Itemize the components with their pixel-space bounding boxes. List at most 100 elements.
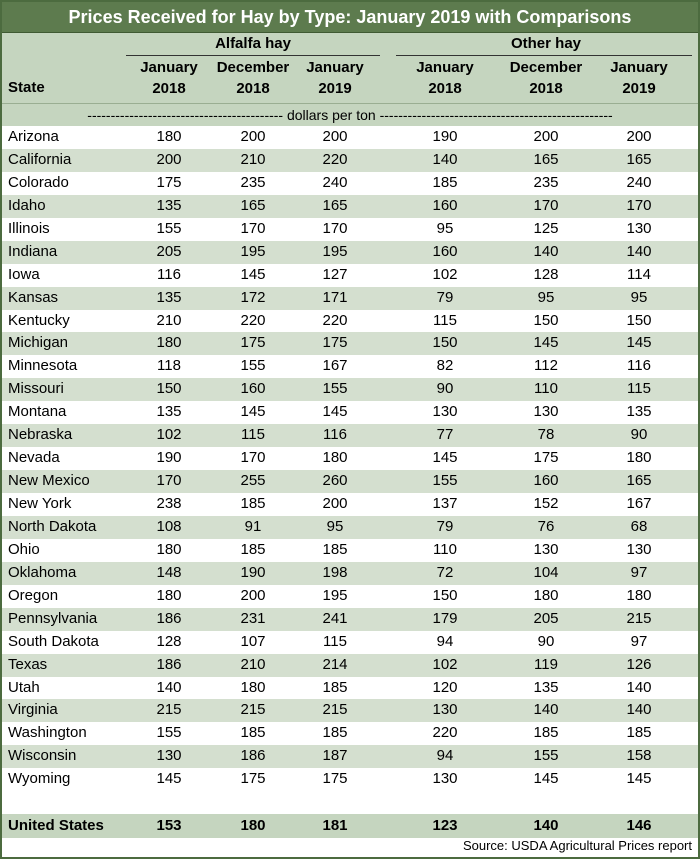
state-name: United States: [8, 817, 104, 835]
value-alfalfa-jan-2018: 140: [156, 678, 182, 696]
value-alfalfa-jan-2018: 150: [156, 380, 182, 398]
value-other-jan-2019: 158: [626, 747, 652, 765]
value-alfalfa-dec-2018: 190: [240, 563, 266, 581]
value-other-jan-2019: 126: [626, 655, 652, 673]
state-name: Idaho: [8, 196, 46, 214]
table-title: Prices Received for Hay by Type: January…: [2, 2, 698, 33]
value-alfalfa-jan-2019: 187: [322, 747, 348, 765]
value-alfalfa-jan-2018: 153: [156, 817, 182, 835]
value-alfalfa-dec-2018: 175: [240, 334, 266, 352]
value-alfalfa-jan-2018: 180: [156, 334, 182, 352]
value-other-jan-2018: 150: [432, 334, 458, 352]
value-alfalfa-jan-2018: 135: [156, 196, 182, 214]
value-other-jan-2019: 165: [626, 150, 652, 168]
table-row: South Dakota 128 107 115 94 90 97: [2, 630, 698, 654]
table-row: Minnesota 118 155 167 82 112 116: [2, 355, 698, 379]
value-other-dec-2018: 185: [533, 724, 559, 742]
value-other-dec-2018: 140: [533, 242, 559, 260]
value-other-dec-2018: 145: [533, 770, 559, 788]
table-row: Wyoming 145 175 175 130 145 145: [2, 768, 698, 792]
value-alfalfa-dec-2018: 145: [240, 265, 266, 283]
value-other-jan-2019: 130: [626, 540, 652, 558]
state-name: Texas: [8, 655, 48, 673]
state-name: Illinois: [8, 219, 50, 237]
table-row: Kansas 135 172 171 79 95 95: [2, 286, 698, 310]
value-alfalfa-jan-2019: 195: [322, 242, 348, 260]
value-alfalfa-dec-2018: 195: [240, 242, 266, 260]
value-alfalfa-jan-2018: 215: [156, 701, 182, 719]
value-alfalfa-dec-2018: 231: [240, 609, 266, 627]
value-other-jan-2019: 150: [626, 311, 652, 329]
col-head-alfalfa-dec-2018: December 2018: [216, 59, 290, 97]
value-other-jan-2018: 94: [436, 747, 454, 765]
value-alfalfa-jan-2019: 155: [322, 380, 348, 398]
value-other-dec-2018: 235: [533, 173, 559, 191]
value-alfalfa-jan-2019: 185: [322, 724, 348, 742]
table-row: Virginia 215 215 215 130 140 140: [2, 699, 698, 723]
value-other-jan-2018: 123: [432, 817, 458, 835]
value-alfalfa-jan-2019: 200: [322, 495, 348, 512]
value-other-jan-2018: 72: [436, 563, 454, 581]
state-name: Wyoming: [8, 770, 71, 788]
value-alfalfa-jan-2019: 116: [323, 426, 347, 444]
table-row: Idaho 135 165 165 160 170 170: [2, 194, 698, 218]
value-other-jan-2019: 145: [626, 334, 652, 352]
value-alfalfa-jan-2019: 214: [322, 655, 348, 673]
group-rule-other: [396, 55, 692, 56]
value-alfalfa-jan-2018: 135: [156, 288, 182, 306]
value-alfalfa-dec-2018: 210: [240, 655, 266, 673]
value-other-jan-2018: 140: [432, 150, 458, 168]
col-head-alfalfa-jan-2019: January 2019: [306, 59, 364, 97]
value-other-dec-2018: 130: [533, 403, 559, 421]
state-name: South Dakota: [8, 632, 99, 650]
value-other-jan-2019: 97: [630, 632, 648, 650]
value-other-jan-2019: 167: [626, 495, 652, 512]
value-alfalfa-dec-2018: 180: [240, 678, 266, 696]
value-alfalfa-jan-2018: 170: [156, 472, 182, 490]
value-alfalfa-jan-2019: 260: [322, 472, 348, 490]
value-other-dec-2018: 152: [533, 495, 559, 512]
value-other-jan-2018: 79: [436, 517, 454, 535]
value-other-jan-2018: 77: [436, 426, 454, 444]
value-other-jan-2018: 94: [436, 632, 454, 650]
value-alfalfa-jan-2019: 171: [322, 288, 348, 306]
value-alfalfa-jan-2018: 102: [156, 426, 182, 444]
state-name: Minnesota: [8, 357, 78, 375]
table-row: Texas 186 210 214 102 119 126: [2, 653, 698, 677]
value-other-jan-2018: 110: [433, 540, 457, 558]
table-row: Utah 140 180 185 120 135 140: [2, 676, 698, 700]
table-row: Wisconsin 130 186 187 94 155 158: [2, 745, 698, 769]
value-alfalfa-jan-2018: 190: [156, 449, 182, 467]
table-row: Iowa 116 145 127 102 128 114: [2, 263, 698, 287]
value-other-dec-2018: 145: [533, 334, 559, 352]
value-alfalfa-dec-2018: 185: [240, 495, 266, 512]
value-alfalfa-jan-2019: 115: [323, 632, 347, 650]
value-alfalfa-jan-2019: 215: [322, 701, 348, 719]
value-other-jan-2019: 146: [626, 817, 652, 835]
value-other-jan-2019: 95: [630, 288, 648, 306]
value-other-jan-2018: 185: [432, 173, 458, 191]
us-total-row: United States 153 180 181 123 140 146: [2, 814, 698, 839]
table-row: Oregon 180 200 195 150 180 180: [2, 584, 698, 608]
table-row: Montana 135 145 145 130 130 135: [2, 401, 698, 425]
state-name: Wisconsin: [8, 747, 77, 765]
value-alfalfa-dec-2018: 107: [240, 632, 266, 650]
value-other-jan-2019: 140: [626, 701, 652, 719]
state-name: Oklahoma: [8, 563, 77, 581]
value-other-jan-2018: 190: [432, 128, 458, 145]
value-other-jan-2018: 120: [432, 678, 458, 696]
value-other-jan-2018: 160: [432, 242, 458, 260]
value-alfalfa-dec-2018: 215: [240, 701, 266, 719]
col-head-other-dec-2018: December 2018: [509, 59, 583, 97]
value-other-jan-2018: 179: [432, 609, 458, 627]
value-alfalfa-dec-2018: 200: [240, 128, 266, 145]
value-alfalfa-jan-2018: 180: [156, 586, 182, 604]
value-alfalfa-jan-2019: 175: [322, 770, 348, 788]
value-alfalfa-dec-2018: 172: [240, 288, 266, 306]
table-row: North Dakota 108 91 95 79 76 68: [2, 515, 698, 539]
value-alfalfa-jan-2018: 155: [156, 724, 182, 742]
value-alfalfa-dec-2018: 91: [244, 517, 262, 535]
value-alfalfa-jan-2019: 145: [322, 403, 348, 421]
value-alfalfa-dec-2018: 170: [240, 449, 266, 467]
value-alfalfa-dec-2018: 255: [240, 472, 266, 490]
